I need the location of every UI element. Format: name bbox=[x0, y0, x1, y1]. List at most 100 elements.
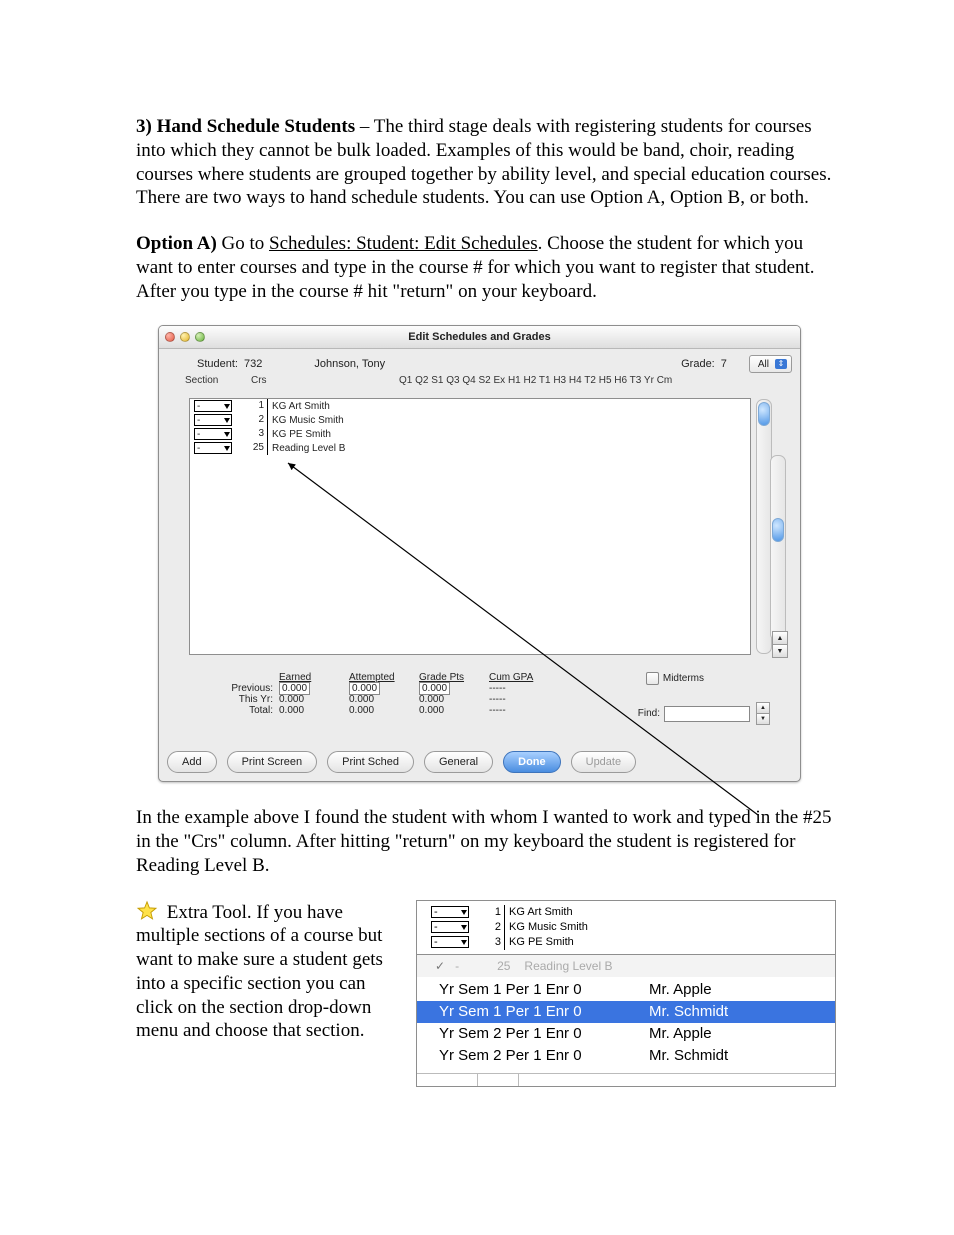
zoom-icon[interactable] bbox=[195, 332, 205, 342]
dropdown-arrow-icon bbox=[224, 418, 230, 423]
student-name: Johnson, Tony bbox=[314, 358, 385, 370]
course-number[interactable]: 3 bbox=[238, 427, 268, 441]
done-button[interactable]: Done bbox=[503, 751, 561, 773]
midterms-label: Midterms bbox=[663, 673, 704, 684]
section-dropdown[interactable]: - bbox=[431, 936, 469, 948]
section-option-teacher: Mr. Schmidt bbox=[649, 1003, 829, 1020]
page: 3) Hand Schedule Students – The third st… bbox=[0, 0, 954, 1147]
dropdown-arrow-icon bbox=[461, 940, 467, 945]
find-up-button[interactable]: ▲ bbox=[756, 702, 770, 714]
course-number[interactable]: 2 bbox=[238, 413, 268, 427]
section-option[interactable]: Yr Sem 1 Per 1 Enr 0Mr. Apple bbox=[417, 979, 835, 1001]
schedule-row: - 25Reading Level B bbox=[190, 441, 750, 455]
print-sched-button[interactable]: Print Sched bbox=[327, 751, 414, 773]
midterms-checkbox-wrap: Midterms bbox=[646, 672, 704, 685]
section-menu-header: ✓ - 25 Reading Level B bbox=[417, 955, 835, 977]
filter-select[interactable]: All ⇕ bbox=[749, 355, 792, 373]
dropdown-arrow-icon bbox=[461, 910, 467, 915]
select-arrows-icon: ⇕ bbox=[775, 359, 787, 369]
step-up-button[interactable]: ▲ bbox=[772, 631, 788, 645]
course-name: KG Art Smith bbox=[505, 906, 573, 918]
course-number: 1 bbox=[475, 905, 505, 920]
window-titlebar: Edit Schedules and Grades bbox=[159, 326, 800, 349]
student-info-row: Student: 732 Johnson, Tony Grade: 7 All … bbox=[159, 349, 800, 375]
course-name: KG Music Smith bbox=[505, 921, 588, 933]
print-screen-button[interactable]: Print Screen bbox=[227, 751, 318, 773]
close-icon[interactable] bbox=[165, 332, 175, 342]
hdr-crs: Crs bbox=[251, 375, 279, 386]
hdr-periods: Q1 Q2 S1 Q3 Q4 S2 Ex H1 H2 T1 H3 H4 T2 H… bbox=[399, 375, 792, 386]
section-dropdown[interactable]: - bbox=[194, 400, 232, 412]
section-value: - bbox=[197, 415, 200, 426]
para-example-explain: In the example above I found the student… bbox=[136, 806, 836, 877]
star-icon bbox=[136, 900, 158, 922]
course-number: 3 bbox=[475, 935, 505, 950]
schedule-row: -3KG PE Smith bbox=[190, 427, 750, 441]
cumgpa-value: ----- bbox=[489, 683, 559, 694]
section-dropdown[interactable]: - bbox=[431, 906, 469, 918]
course-name: KG Music Smith bbox=[268, 415, 344, 426]
section-value: - bbox=[197, 443, 200, 454]
find-down-button[interactable]: ▼ bbox=[756, 714, 770, 725]
section-option-teacher: Mr. Apple bbox=[649, 1025, 829, 1042]
course-name: KG PE Smith bbox=[268, 429, 331, 440]
course-number[interactable]: 25 bbox=[238, 441, 268, 455]
minimize-icon[interactable] bbox=[180, 332, 190, 342]
midterms-checkbox[interactable] bbox=[646, 672, 659, 685]
section-dropdown[interactable]: - bbox=[194, 442, 232, 454]
section-option-left: Yr Sem 1 Per 1 Enr 0 bbox=[439, 981, 649, 998]
dropdown-arrow-icon bbox=[461, 925, 467, 930]
section-value: - bbox=[434, 921, 438, 933]
para-option-a: Option A) Go to Schedules: Student: Edit… bbox=[136, 232, 836, 303]
summary-row-label: Previous: bbox=[167, 683, 279, 694]
step-down-button[interactable]: ▼ bbox=[772, 645, 788, 658]
section-option[interactable]: Yr Sem 1 Per 1 Enr 0Mr. Schmidt bbox=[417, 1001, 835, 1023]
heading-number: 3) bbox=[136, 116, 152, 137]
update-button[interactable]: Update bbox=[571, 751, 636, 773]
section-menu-screenshot: -1KG Art Smith-2KG Music Smith-3KG PE Sm… bbox=[416, 900, 836, 1087]
course-name: KG PE Smith bbox=[505, 936, 574, 948]
section-footer bbox=[417, 1073, 835, 1086]
course-number[interactable]: 1 bbox=[238, 399, 268, 413]
para-hand-schedule: 3) Hand Schedule Students – The third st… bbox=[136, 115, 836, 210]
section-option-teacher: Mr. Schmidt bbox=[649, 1047, 829, 1064]
sum-hdr-cumgpa: Cum GPA bbox=[489, 672, 559, 683]
course-name: Reading Level B bbox=[268, 443, 345, 454]
hdr-section: Section bbox=[167, 375, 241, 386]
dropdown-arrow-icon bbox=[224, 446, 230, 451]
section-value: - bbox=[197, 401, 200, 412]
option-a-text1: Go to bbox=[217, 233, 269, 254]
button-row: Add Print Screen Print Sched General Don… bbox=[167, 751, 792, 773]
summary-panel: Earned Attempted Grade Pts Cum GPA Previ… bbox=[167, 672, 792, 716]
earned-value: 0.000 bbox=[279, 705, 349, 716]
cumgpa-value: ----- bbox=[489, 694, 559, 705]
section-menu-name: Reading Level B bbox=[524, 959, 612, 973]
section-option[interactable]: Yr Sem 2 Per 1 Enr 0Mr. Schmidt bbox=[417, 1045, 835, 1067]
section-dropdown[interactable]: - bbox=[431, 921, 469, 933]
grade-label: Grade: bbox=[681, 358, 715, 370]
find-input[interactable] bbox=[664, 706, 750, 722]
list-step-buttons: ▲ ▼ bbox=[772, 631, 786, 658]
section-option-left: Yr Sem 2 Per 1 Enr 0 bbox=[439, 1047, 649, 1064]
course-number: 2 bbox=[475, 920, 505, 935]
general-button[interactable]: General bbox=[424, 751, 493, 773]
section-option-left: Yr Sem 2 Per 1 Enr 0 bbox=[439, 1025, 649, 1042]
section-menu-sec: - bbox=[455, 959, 459, 973]
section-option[interactable]: Yr Sem 2 Per 1 Enr 0Mr. Apple bbox=[417, 1023, 835, 1045]
section-dropdown[interactable]: - bbox=[194, 414, 232, 426]
gradepts-value: 0.000 bbox=[419, 705, 489, 716]
scrollbar-thumb[interactable] bbox=[758, 402, 770, 426]
edit-schedules-window: Edit Schedules and Grades Student: 732 J… bbox=[158, 325, 801, 782]
add-button[interactable]: Add bbox=[167, 751, 217, 773]
scrollbar-thumb-2[interactable] bbox=[772, 518, 784, 542]
list-scrollbar-2[interactable] bbox=[770, 455, 786, 641]
schedule-header-row: Section Crs Q1 Q2 S1 Q3 Q4 S2 Ex H1 H2 T… bbox=[159, 375, 800, 389]
earned-value: 0.000 bbox=[279, 694, 349, 705]
section-dropdown[interactable]: - bbox=[194, 428, 232, 440]
gradepts-value: 0.000 bbox=[419, 694, 489, 705]
option-a-label: Option A) bbox=[136, 233, 217, 254]
student-id: 732 bbox=[244, 358, 262, 370]
dropdown-arrow-icon bbox=[224, 432, 230, 437]
section-option-left: Yr Sem 1 Per 1 Enr 0 bbox=[439, 1003, 649, 1020]
schedule-row: - 2KG Music Smith bbox=[190, 413, 750, 427]
